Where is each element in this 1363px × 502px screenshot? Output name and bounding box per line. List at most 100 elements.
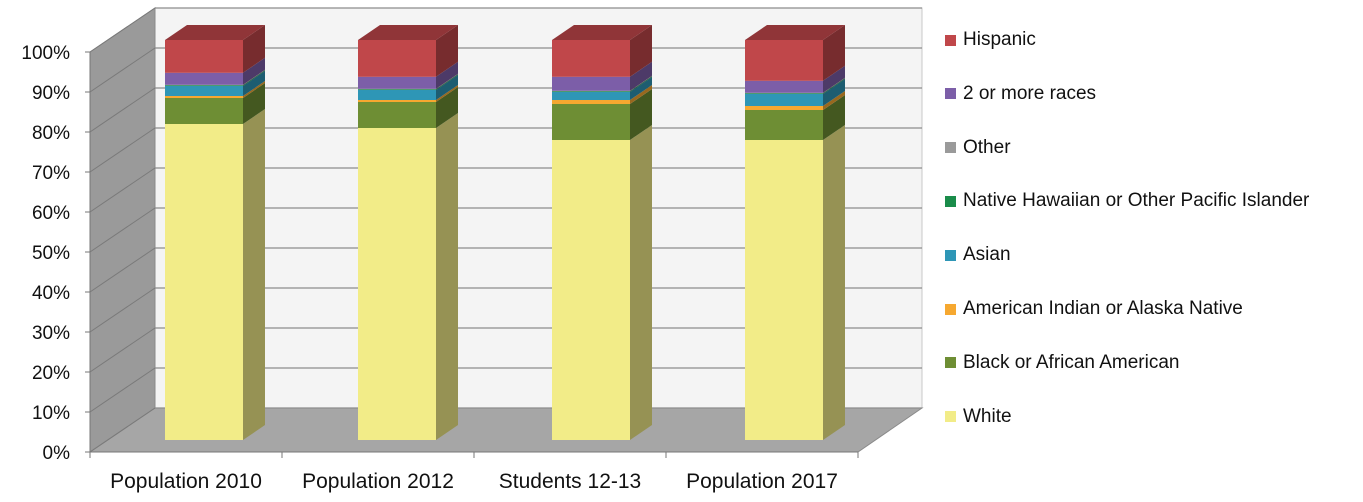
bar-segment <box>358 73 458 90</box>
bar-segment <box>165 57 265 85</box>
gridline-side <box>89 407 156 453</box>
y-tick-label: 40% <box>32 283 70 304</box>
bar-side <box>630 25 652 77</box>
bar-side <box>823 79 845 106</box>
y-tick-label: 70% <box>32 163 70 184</box>
bar-side <box>243 71 265 96</box>
bar-front <box>165 40 243 73</box>
bar-segment <box>745 125 845 440</box>
bar-segment <box>358 87 458 128</box>
bar-segment <box>358 85 458 102</box>
bar-side <box>243 25 265 73</box>
bar-front <box>552 91 630 92</box>
bar-side <box>823 125 845 440</box>
legend-label: White <box>963 405 1012 427</box>
bar-side <box>436 85 458 102</box>
bar-front <box>358 40 436 77</box>
bar-segment <box>165 25 265 73</box>
bar-segment <box>165 70 265 86</box>
bar-front <box>358 100 436 102</box>
legend-swatch <box>945 195 956 207</box>
legend-swatch <box>945 303 956 315</box>
legend-label: Hispanic <box>963 29 1036 50</box>
gridline-side <box>89 327 156 373</box>
legend-item: 2 or more races <box>945 82 1096 106</box>
bar-side <box>436 61 458 89</box>
bar-segment <box>552 85 652 104</box>
bar-front <box>552 140 630 440</box>
gridline-side <box>89 47 156 93</box>
bar-side <box>436 75 458 100</box>
bar-front <box>745 94 823 106</box>
bar-segment <box>552 125 652 440</box>
bar-segment <box>552 76 652 92</box>
bar-segment <box>165 71 265 96</box>
legend-label: 2 or more races <box>963 82 1097 104</box>
bar-side <box>630 89 652 140</box>
bar-segment <box>358 113 458 440</box>
legend-swatch <box>945 249 956 261</box>
y-tick-label: 60% <box>32 203 70 224</box>
bar-side <box>630 61 652 91</box>
bar-front <box>745 40 823 81</box>
bar-front <box>358 89 436 90</box>
bar-segment <box>745 91 845 110</box>
bar-segment <box>745 25 845 81</box>
legend-item: Asian <box>945 243 1011 267</box>
x-tick-label: Population 2017 <box>686 470 838 493</box>
bar-front <box>745 140 823 440</box>
bar-segment <box>745 77 845 94</box>
bar-segment <box>358 75 458 100</box>
x-tick-label: Population 2010 <box>110 470 262 493</box>
gridline-side <box>89 87 156 133</box>
bar-front <box>358 90 436 100</box>
bar-top <box>745 25 845 40</box>
bar-front <box>358 128 436 440</box>
bar-front <box>745 110 823 140</box>
bar-top <box>358 25 458 40</box>
bar-stack <box>552 25 652 440</box>
gridline-side <box>89 7 156 53</box>
bar-segment <box>358 25 458 77</box>
bar-side <box>630 76 652 92</box>
bar-side <box>436 113 458 440</box>
bar-front <box>552 100 630 104</box>
y-tick-label: 10% <box>32 403 70 424</box>
bar-front <box>745 106 823 110</box>
legend-swatch <box>945 142 956 154</box>
bar-front <box>165 124 243 440</box>
gridline-side <box>89 207 156 253</box>
legend-item: American Indian or Alaska Native <box>945 297 1243 321</box>
bar-front <box>358 76 436 89</box>
bar-side <box>243 69 265 86</box>
legend-label: Other <box>963 136 1011 158</box>
bar-segment <box>358 61 458 89</box>
bars <box>165 25 845 440</box>
bar-side <box>243 57 265 85</box>
bar-segment <box>745 79 845 106</box>
legend-item: Native Hawaiian or Other Pacific Islande… <box>945 189 1309 213</box>
gridline-side <box>89 167 156 213</box>
legend-swatch <box>945 357 956 369</box>
bar-segment <box>165 81 265 98</box>
bar-front <box>358 102 436 128</box>
bar-side <box>243 83 265 124</box>
x-tick-label: Students 12-13 <box>499 470 641 493</box>
bar-segment <box>745 78 845 94</box>
bar-segment <box>165 109 265 440</box>
x-axis: Population 2010 Population 2012 Students 1… <box>89 451 859 493</box>
bar-side <box>436 74 458 90</box>
bar-top <box>165 25 265 40</box>
y-tick-label: 90% <box>32 83 70 104</box>
legend-label: American Indian or Alaska Native <box>963 298 1243 319</box>
bar-front <box>745 93 823 94</box>
bar-front <box>165 85 243 86</box>
legend-swatch <box>945 34 956 46</box>
legend-item: Hispanic <box>945 28 1036 52</box>
legend-label: Native Hawaiian or Other Pacific Islande… <box>963 190 1310 212</box>
bar-front <box>165 98 243 124</box>
bar-segment <box>165 83 265 124</box>
bar-front <box>552 40 630 77</box>
bar-side <box>436 25 458 77</box>
legend-item: Other <box>945 136 1011 160</box>
